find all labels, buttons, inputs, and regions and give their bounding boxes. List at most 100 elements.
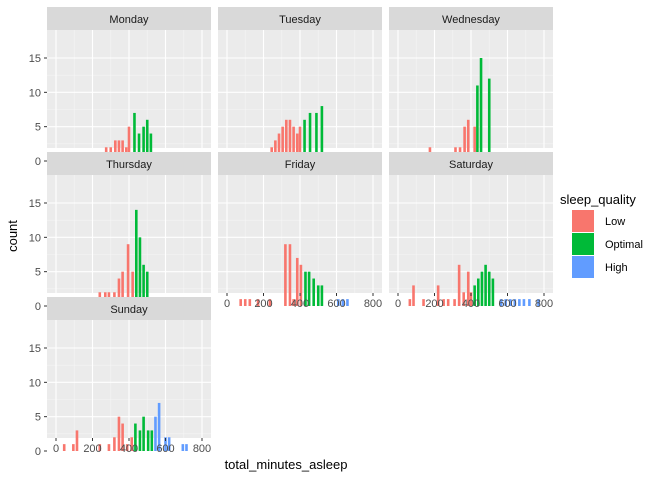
histogram-bar [127,126,131,161]
facet-strip [47,152,211,175]
facet-panel-friday: Friday 0 200 400 600 800 [218,152,382,310]
histogram-bar [307,271,311,306]
histogram-bar [72,444,75,451]
histogram-bar [285,119,288,161]
histogram-bar [299,264,303,306]
legend: sleep_quality Low Optimal High [560,192,643,278]
histogram-bar [125,444,129,451]
facet-panel-wednesday: Wednesday [389,7,553,162]
facet-strip-label: Sunday [110,304,148,316]
histogram-bar [142,264,145,306]
histogram-bar [150,430,154,451]
histogram-bar [480,271,484,306]
y-tick-label: 5 [35,122,41,134]
facet-strip-label: Tuesday [279,14,321,26]
legend-label-optimal: Optimal [605,239,643,251]
x-axis-title: total_minutes_asleep [225,457,348,472]
histogram-bar [316,285,320,306]
histogram-bar [320,106,324,161]
histogram-bar [145,271,149,306]
histogram-bar [508,299,512,306]
panel-plot-area: 0 200 400 600 800 [218,175,382,310]
histogram-bar [315,112,318,161]
y-tick-label: 5 [35,412,41,424]
histogram-bar [487,271,491,306]
histogram-bar [142,416,145,451]
histogram-bar [130,437,134,451]
histogram-bar [121,140,124,161]
panel-plot-area [389,30,553,162]
facet-panel-saturday: Saturday 0 200 400 600 800 [389,152,553,310]
histogram-bar [476,85,479,161]
legend-label-low: Low [605,216,625,228]
histogram-bar [303,119,306,161]
histogram-bar [117,140,121,161]
y-tick-label: 5 [35,267,41,279]
histogram-bar [134,423,137,451]
x-tick-label: 600 [327,298,345,310]
histogram-bar [146,430,150,451]
facet-strip [389,152,553,175]
facet-strip [218,152,382,175]
x-tick-label: 200 [254,298,272,310]
y-tick-label: 15 [29,343,41,355]
histogram-bar [292,126,295,161]
histogram-bar [292,299,295,306]
x-tick-label: 600 [498,298,516,310]
histogram-bar [479,58,483,161]
histogram-bar [137,133,141,161]
histogram-bar [457,264,461,306]
y-tick-label: 15 [29,198,41,210]
facet-strip-label: Friday [285,159,316,171]
facet-strip [47,297,211,320]
histogram-bar [288,119,292,161]
legend-title: sleep_quality [560,192,636,207]
panel-plot-area: 0 5 10 15 0 200 400 600 800 [29,320,211,458]
facet-strip [218,7,382,30]
histogram-bar [185,444,188,451]
x-tick-label: 400 [462,298,480,310]
x-tick-label: 0 [224,298,230,310]
legend-label-high: High [605,262,628,274]
histogram-bar [298,126,302,161]
x-tick-label: 600 [156,443,174,455]
x-tick-label: 400 [291,298,309,310]
histogram-bar [337,299,340,306]
y-tick-label: 10 [29,87,41,99]
facet-panel-thursday: Thursday 0 5 10 15 [29,152,211,313]
y-tick-label: 10 [29,377,41,389]
histogram-bar [346,299,349,306]
facet-strip-label: Wednesday [442,14,500,26]
histogram-bar [295,257,299,306]
y-tick-label: 0 [35,156,41,168]
histogram-bar [121,423,124,451]
histogram-bar [164,437,167,451]
facet-panels: Monday 0 5 10 15 Tuesday Wednesday Thursday 0 5 10… [29,7,553,458]
facet-strip-label: Monday [109,14,149,26]
histogram-bar [167,437,171,451]
histogram-bar [113,437,116,451]
histogram-bar [133,112,136,161]
histogram-bar [131,271,134,306]
histogram-bar [121,271,124,306]
histogram-bar [528,299,531,306]
facet-panel-monday: Monday 0 5 10 15 [29,7,211,168]
histogram-bar [138,237,142,306]
histogram-bar [537,299,540,306]
histogram-bar [304,271,307,306]
histogram-bar [477,278,480,306]
histogram-bar [466,119,470,161]
histogram-bar [181,444,185,451]
histogram-bar [320,285,324,306]
histogram-bar [436,285,440,306]
histogram-bar [142,126,145,161]
legend-key-low [572,210,594,232]
facet-strip-label: Saturday [449,159,494,171]
histogram-bar [518,299,521,306]
x-tick-label: 400 [120,443,138,455]
histogram-bar [117,416,121,451]
histogram-bar [268,299,272,306]
histogram-bar [256,299,260,306]
histogram-bar [408,299,412,306]
